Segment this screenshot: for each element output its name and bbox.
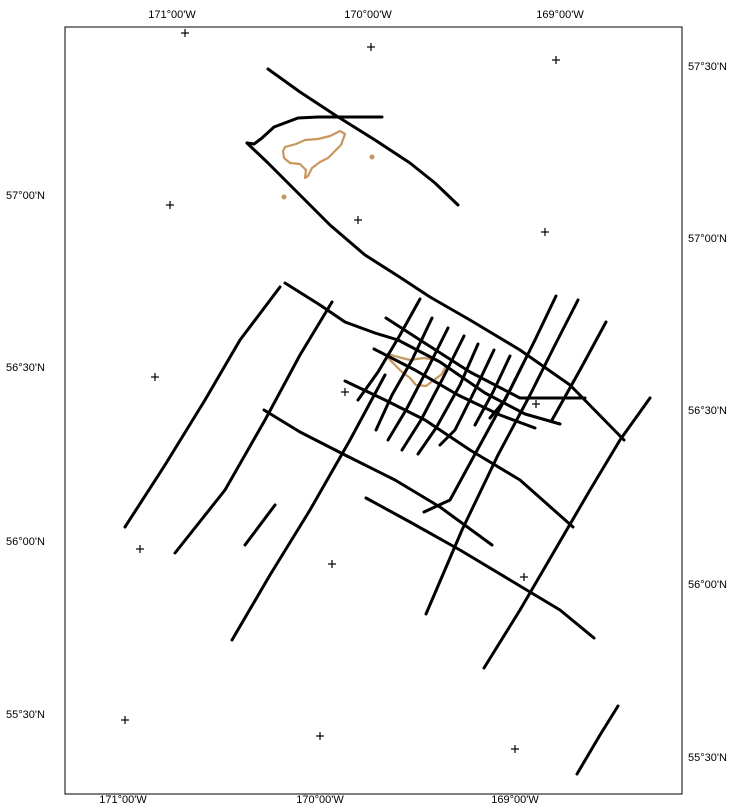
graticule-cross — [151, 373, 159, 381]
graticule-cross — [532, 400, 540, 408]
survey-track — [364, 496, 596, 640]
graticule-cross — [181, 29, 189, 37]
graticule-cross — [354, 216, 362, 224]
left-latitude-label: 56°30'N — [6, 362, 45, 374]
islet-marker — [369, 154, 375, 160]
bottom-longitude-label: 171°00'W — [99, 794, 147, 806]
right-latitude-label: 57°30'N — [688, 61, 727, 73]
islet-marker — [281, 194, 287, 200]
graticule-cross — [541, 228, 549, 236]
right-latitude-label: 55°30'N — [688, 752, 727, 764]
survey-track — [262, 408, 494, 547]
graticule-cross — [367, 43, 375, 51]
survey-track — [374, 316, 434, 432]
survey-track — [424, 298, 580, 616]
survey-track — [386, 326, 450, 442]
survey-track — [343, 379, 575, 529]
left-latitude-label: 57°00'N — [6, 190, 45, 202]
st-paul-island-coastline — [281, 129, 347, 180]
survey-track — [384, 316, 587, 400]
coastlines — [281, 129, 448, 388]
survey-track — [550, 320, 608, 422]
graticule-cross — [511, 745, 519, 753]
map-frame — [64, 26, 683, 795]
survey-track — [372, 347, 537, 430]
survey-track — [416, 342, 480, 456]
survey-track — [283, 281, 562, 426]
survey-track — [245, 115, 384, 146]
survey-track — [266, 67, 460, 207]
survey-track — [400, 334, 466, 452]
graticule-cross — [166, 201, 174, 209]
survey-track — [123, 285, 282, 529]
survey-track — [575, 704, 620, 776]
right-latitude-label: 57°00'N — [688, 233, 727, 245]
survey-track — [230, 373, 387, 642]
graticule-cross — [136, 545, 144, 553]
top-longitude-label: 170°00'W — [344, 9, 392, 21]
top-longitude-label: 169°00'W — [536, 9, 584, 21]
survey-track — [173, 300, 334, 555]
survey-track — [356, 297, 422, 402]
survey-track — [243, 503, 277, 547]
graticule-cross — [121, 716, 129, 724]
top-longitude-label: 171°00'W — [148, 9, 196, 21]
survey-track — [422, 294, 558, 514]
bottom-longitude-label: 169°00'W — [491, 794, 539, 806]
survey-track — [482, 396, 652, 670]
graticule-cross — [552, 56, 560, 64]
graticule-cross — [328, 560, 336, 568]
survey-track — [438, 348, 496, 447]
graticule-cross — [341, 388, 349, 396]
right-latitude-label: 56°30'N — [688, 405, 727, 417]
left-latitude-label: 55°30'N — [6, 709, 45, 721]
survey-track — [473, 354, 512, 427]
left-latitude-label: 56°00'N — [6, 536, 45, 548]
graticule-cross — [520, 573, 528, 581]
right-latitude-label: 56°00'N — [688, 579, 727, 591]
graticule-cross — [316, 732, 324, 740]
bottom-longitude-label: 170°00'W — [296, 794, 344, 806]
survey-tracks — [123, 67, 652, 776]
graticule-crosses — [121, 29, 560, 753]
survey-track — [245, 141, 626, 442]
